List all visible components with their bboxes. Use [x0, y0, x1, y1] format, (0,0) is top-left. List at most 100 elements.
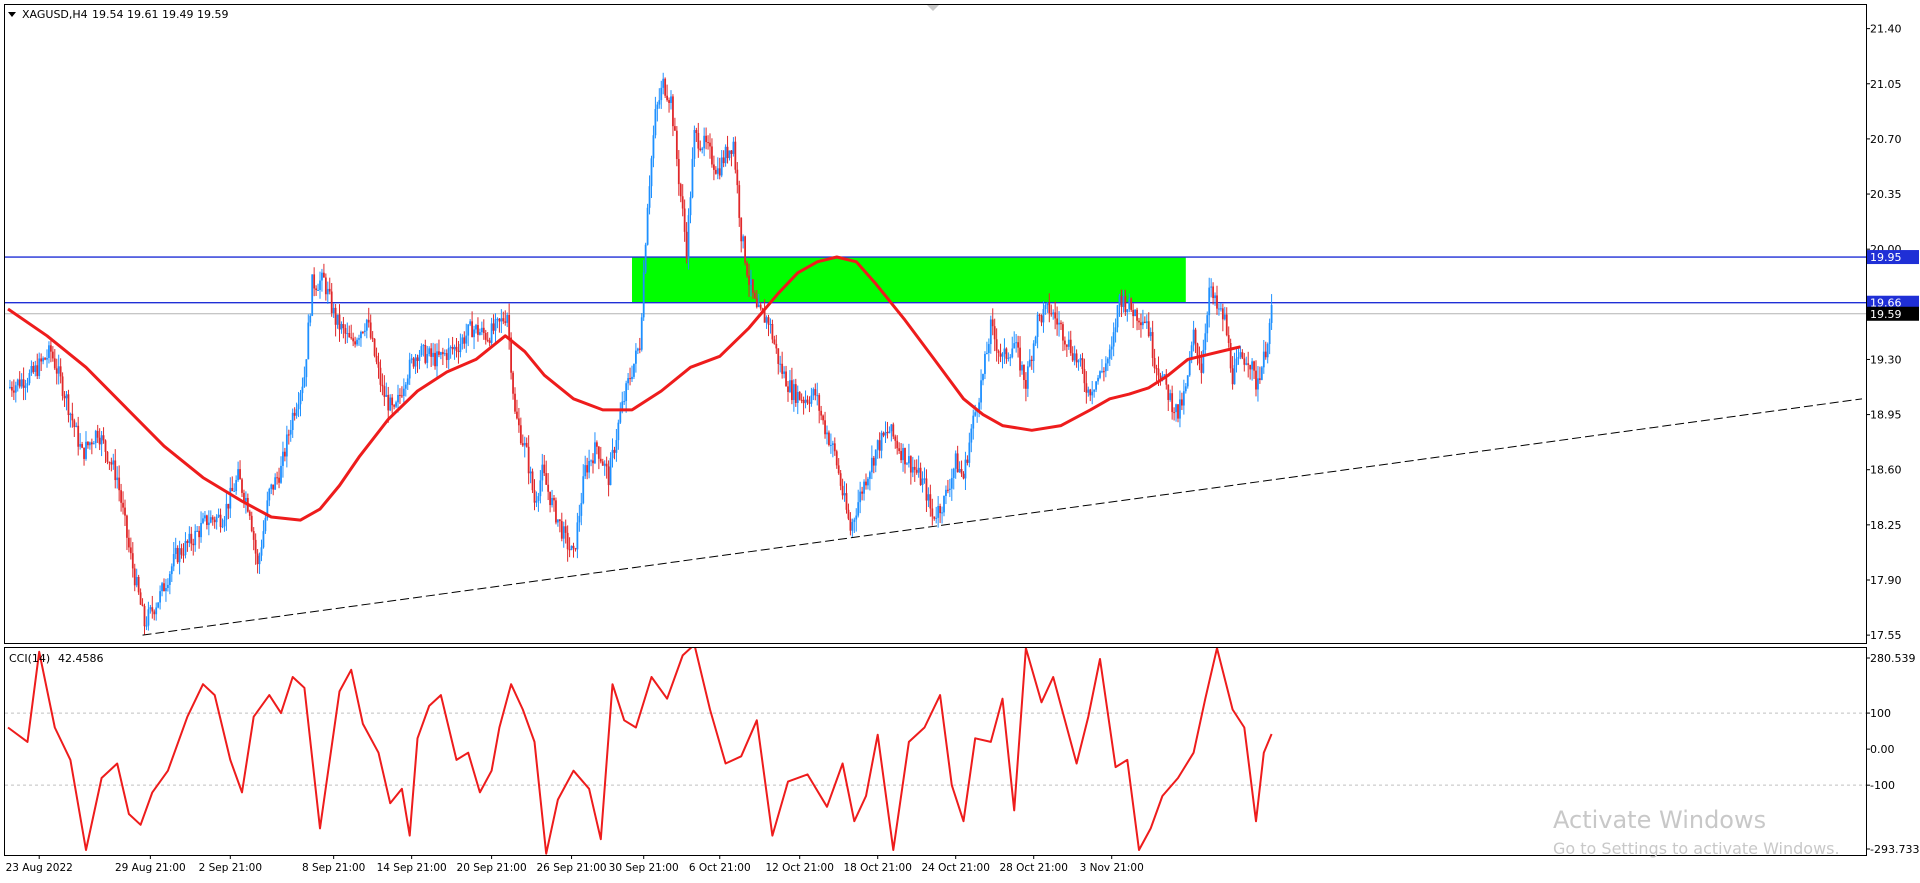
bear-candle: [180, 548, 183, 555]
bull-candle: [535, 500, 538, 503]
bear-candle: [707, 142, 709, 144]
bear-candle: [808, 402, 811, 404]
bull-candle: [1099, 371, 1101, 378]
bull-candle: [116, 477, 119, 481]
bull-candle: [360, 331, 362, 339]
bull-candle: [1175, 404, 1177, 413]
bear-candle: [1153, 357, 1156, 369]
price-tick-label: 17.90: [1870, 574, 1902, 587]
bull-candle: [69, 413, 72, 416]
bull-candle: [1128, 298, 1131, 310]
bull-candle: [987, 344, 990, 353]
bull-candle: [1260, 367, 1263, 380]
bear-candle: [833, 443, 836, 452]
bull-candle: [562, 526, 565, 539]
bear-candle: [287, 434, 290, 436]
bear-candle: [601, 461, 604, 466]
bull-candle: [449, 347, 452, 349]
bull-candle: [268, 489, 271, 501]
bear-candle: [128, 537, 130, 548]
price-tag-label: 19.95: [1870, 251, 1902, 264]
bear-candle: [898, 448, 901, 452]
bull-candle: [24, 385, 27, 388]
bull-candle: [1188, 357, 1191, 376]
symbol-menu-triangle-icon[interactable]: [8, 12, 16, 17]
bull-candle: [428, 348, 431, 355]
bull-candle: [1239, 352, 1242, 357]
bull-candle: [816, 395, 819, 397]
bear-candle: [482, 327, 485, 334]
cci-tick-label: 100: [1870, 707, 1891, 720]
bull-candle: [389, 397, 392, 411]
bear-candle: [126, 515, 128, 538]
bear-candle: [518, 418, 520, 426]
bull-candle: [937, 506, 940, 518]
bear-candle: [1227, 335, 1230, 344]
bear-candle: [748, 275, 750, 285]
bull-candle: [207, 522, 210, 525]
bear-candle: [1017, 342, 1019, 348]
main-panel-frame[interactable]: [4, 4, 1867, 644]
bull-candle: [30, 366, 33, 373]
bear-candle: [1225, 314, 1228, 336]
bear-candle: [484, 333, 487, 340]
bear-candle: [882, 432, 885, 436]
bull-candle: [46, 357, 48, 360]
resistance-zone-rect[interactable]: [632, 257, 1186, 303]
bear-candle: [451, 347, 454, 350]
bear-candle: [839, 473, 842, 486]
bull-candle: [1192, 329, 1195, 346]
bear-candle: [129, 547, 132, 554]
bear-candle: [12, 390, 15, 393]
bear-candle: [629, 378, 631, 380]
bull-candle: [1134, 309, 1136, 317]
bull-candle: [1013, 343, 1016, 349]
bull-candle: [1110, 346, 1113, 350]
price-axis: 21.4021.0520.7020.3520.0019.6519.3018.95…: [1866, 23, 1902, 642]
bear-candle: [36, 365, 39, 377]
bear-candle: [1151, 332, 1154, 358]
bear-candle: [909, 456, 912, 473]
bull-candle: [1206, 315, 1209, 334]
bull-candle: [217, 514, 220, 517]
bull-candle: [853, 519, 856, 522]
bull-candle: [539, 480, 542, 497]
price-tick-label: 18.95: [1870, 409, 1902, 422]
bear-candle: [677, 158, 680, 185]
bear-candle: [416, 357, 419, 361]
cci-panel-frame[interactable]: [4, 647, 1867, 856]
bear-candle: [373, 338, 376, 356]
bull-candle: [621, 401, 624, 412]
bear-candle: [153, 611, 156, 615]
bull-candle: [155, 607, 158, 615]
bull-candle: [654, 109, 657, 136]
bear-candle: [713, 164, 715, 170]
bear-candle: [822, 415, 824, 421]
bull-candle: [687, 215, 690, 259]
bull-candle: [297, 404, 300, 410]
bull-candle: [42, 358, 44, 362]
bull-candle: [100, 435, 103, 445]
bull-candle: [225, 503, 228, 520]
bull-candle: [911, 466, 914, 473]
support-trendline[interactable]: [142, 398, 1863, 636]
bear-candle: [151, 607, 154, 612]
horizontal-levels[interactable]: [5, 256, 1866, 315]
bear-candle: [931, 508, 934, 517]
bear-candle: [1231, 368, 1234, 385]
bull-candle: [295, 409, 298, 416]
bear-candle: [1083, 369, 1086, 384]
bear-candle: [798, 391, 801, 400]
bull-candle: [1218, 308, 1220, 310]
bear-candle: [1212, 286, 1214, 299]
time-tick-label: 12 Oct 21:00: [765, 862, 833, 874]
price-tag-label: 19.59: [1870, 308, 1902, 321]
bull-candle: [285, 434, 288, 457]
bull-candle: [826, 432, 828, 435]
trendlines[interactable]: [142, 398, 1863, 636]
bear-candle: [775, 343, 778, 349]
chart-shift-marker[interactable]: [927, 5, 939, 11]
bull-candle: [1179, 399, 1181, 419]
bull-candle: [617, 422, 620, 441]
bull-candle: [588, 460, 590, 473]
